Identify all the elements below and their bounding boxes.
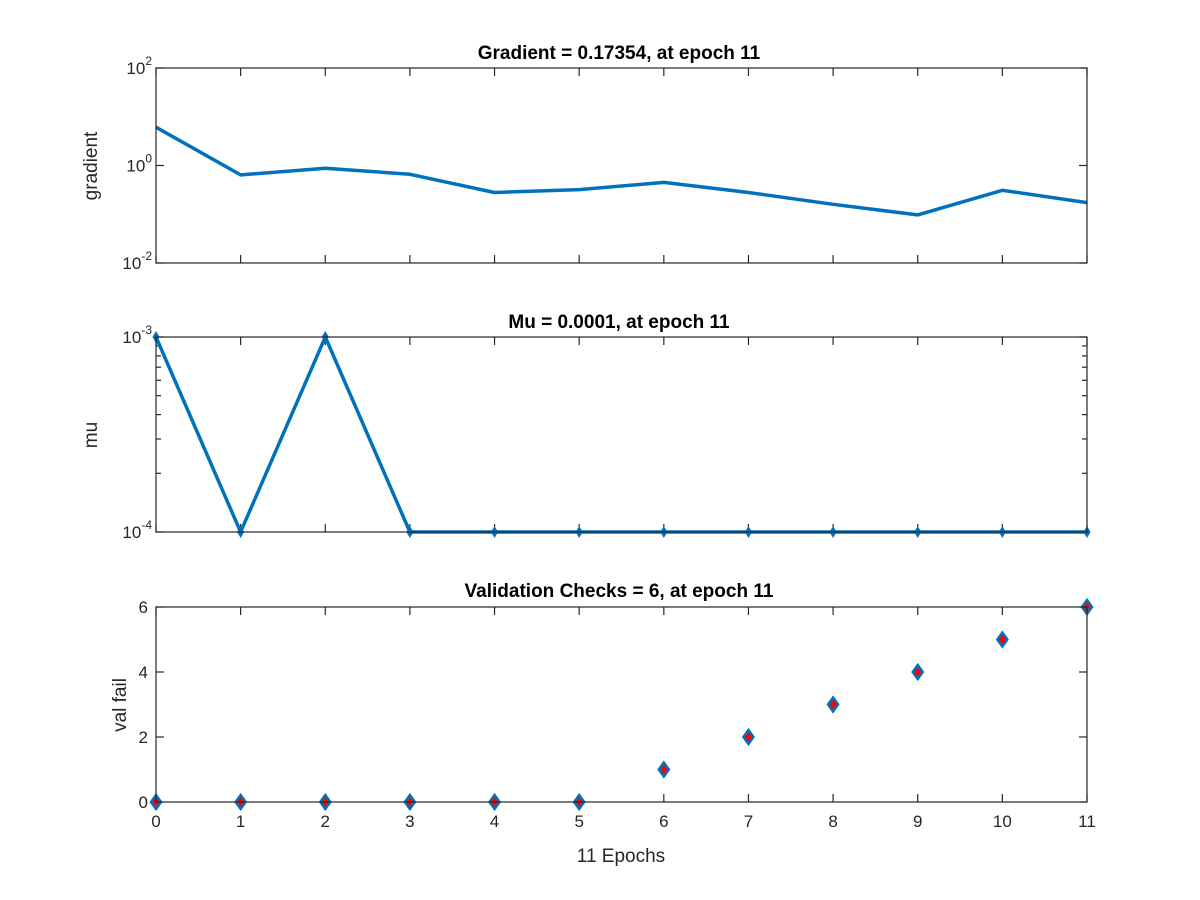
validation-xtick-label: 9 bbox=[913, 812, 922, 831]
validation-ytick-label: 2 bbox=[139, 728, 148, 747]
validation-xtick-label: 0 bbox=[151, 812, 160, 831]
validation-xtick-label: 1 bbox=[236, 812, 245, 831]
gradient-ytick-label: 10-2 bbox=[122, 249, 152, 273]
validation-xtick-label: 8 bbox=[828, 812, 837, 831]
mu-title: Mu = 0.0001, at epoch 11 bbox=[508, 312, 730, 333]
validation-xtick-label: 2 bbox=[321, 812, 330, 831]
gradient-axes-box bbox=[155, 67, 1088, 264]
mu-panel: Mu = 0.0001, at epoch 11 mu 10-4 10-3 bbox=[81, 312, 1091, 542]
validation-ytick-label: 0 bbox=[139, 793, 148, 812]
validation-xtick-label: 7 bbox=[744, 812, 753, 831]
validation-ytick-label: 4 bbox=[139, 663, 148, 682]
validation-xtick-label: 11 bbox=[1078, 812, 1096, 831]
mu-ytick-label: 10-4 bbox=[122, 518, 152, 542]
validation-ticks: 0 1 2 3 4 5 6 7 8 9 10 11 0 2 4 6 bbox=[139, 598, 1096, 831]
validation-xtick-label: 4 bbox=[490, 812, 499, 831]
validation-xlabel: 11 Epochs bbox=[577, 846, 665, 867]
validation-ytick-label: 6 bbox=[139, 598, 148, 617]
gradient-ytick-label: 102 bbox=[126, 54, 152, 78]
validation-title: Validation Checks = 6, at epoch 11 bbox=[465, 581, 774, 602]
validation-xtick-label: 10 bbox=[993, 812, 1012, 831]
validation-ylabel: val fail bbox=[110, 678, 131, 732]
validation-xtick-label: 6 bbox=[659, 812, 668, 831]
validation-xtick-label: 5 bbox=[574, 812, 583, 831]
gradient-ylabel: gradient bbox=[81, 131, 102, 200]
mu-axes-box bbox=[155, 336, 1088, 533]
mu-ylabel: mu bbox=[81, 422, 102, 448]
mu-ytick-label: 10-3 bbox=[122, 323, 152, 347]
gradient-ticks: 10-2 100 102 bbox=[122, 54, 1088, 273]
validation-xtick-label: 3 bbox=[405, 812, 414, 831]
validation-point bbox=[995, 630, 1009, 649]
gradient-ytick-label: 100 bbox=[126, 152, 152, 176]
validation-point bbox=[741, 727, 755, 747]
validation-panel: Validation Checks = 6, at epoch 11 val f… bbox=[110, 581, 1096, 867]
gradient-title: Gradient = 0.17354, at epoch 11 bbox=[478, 43, 761, 64]
gradient-series-line bbox=[155, 125, 1088, 217]
validation-axes-box bbox=[155, 606, 1088, 803]
validation-point bbox=[657, 760, 671, 779]
gradient-panel: Gradient = 0.17354, at epoch 11 gradient… bbox=[81, 43, 1088, 273]
validation-point bbox=[826, 695, 840, 714]
validation-point bbox=[911, 662, 925, 682]
